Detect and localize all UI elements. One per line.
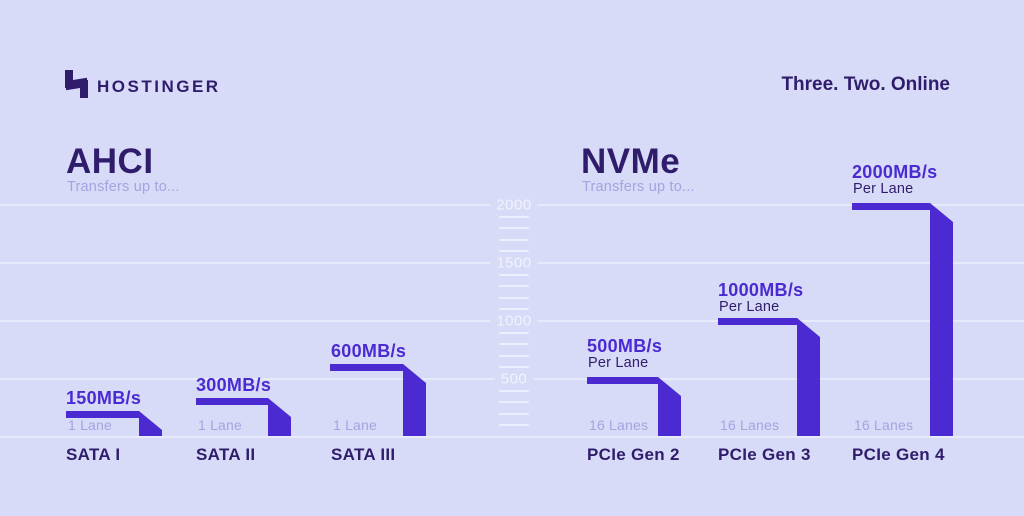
speed-label: 600MB/s	[331, 341, 407, 361]
speed-label: 150MB/s	[66, 388, 142, 408]
axis-minor-tick	[499, 366, 529, 368]
axis-tick-label-2000: 2000	[490, 195, 538, 215]
bar-shape-sata-i	[66, 411, 162, 436]
axis-minor-tick	[499, 343, 529, 345]
category-label: SATA III	[331, 445, 396, 464]
axis-minor-tick	[499, 297, 529, 299]
axis-minor-tick	[499, 390, 529, 392]
per-lane-label: Per Lane	[719, 299, 780, 315]
bar-shape-pcie-gen3	[718, 318, 820, 436]
axis-minor-tick	[499, 401, 529, 403]
category-label: PCIe Gen 4	[852, 445, 945, 464]
bar-shape-sata-iii	[330, 364, 426, 436]
category-label: SATA I	[66, 445, 121, 464]
section-subtitle-ahci: Transfers up to...	[67, 179, 180, 195]
axis-tick-label-1500: 1500	[490, 253, 538, 273]
axis-minor-tick	[499, 239, 529, 241]
category-label: PCIe Gen 2	[587, 445, 680, 464]
lane-count-label: 1 Lane	[198, 417, 243, 433]
hostinger-logo-icon	[65, 70, 88, 98]
speed-label: 1000MB/s	[718, 280, 804, 300]
lane-count-label: 16 Lanes	[720, 417, 780, 433]
axis-minor-tick	[499, 355, 529, 357]
axis-minor-tick	[499, 250, 529, 252]
category-label: PCIe Gen 3	[718, 445, 811, 464]
speed-label: 500MB/s	[587, 336, 663, 356]
lane-count-label: 16 Lanes	[854, 417, 914, 433]
axis-tick-label-1000: 1000	[490, 311, 538, 331]
axis-minor-tick	[499, 227, 529, 229]
section-title-nvme: NVMe	[581, 142, 681, 181]
lane-count-label: 16 Lanes	[589, 417, 649, 433]
gridline-baseline	[0, 436, 1024, 438]
axis-minor-tick	[499, 274, 529, 276]
per-lane-label: Per Lane	[588, 355, 649, 371]
lane-count-label: 1 Lane	[68, 417, 113, 433]
speed-label: 2000MB/s	[852, 162, 938, 182]
bar-shape-pcie-gen2	[587, 377, 681, 436]
section-subtitle-nvme: Transfers up to...	[582, 179, 695, 195]
brand-tagline: Three. Two. Online	[781, 74, 950, 95]
axis-minor-tick	[499, 413, 529, 415]
category-label: SATA II	[196, 445, 256, 464]
lane-count-label: 1 Lane	[333, 417, 378, 433]
bar-shape-sata-ii	[196, 398, 291, 436]
speed-label: 300MB/s	[196, 375, 272, 395]
axis-minor-tick	[499, 308, 529, 310]
brand-name: HOSTINGER	[97, 77, 221, 96]
axis-minor-tick	[499, 216, 529, 218]
axis-minor-tick	[499, 332, 529, 334]
axis-minor-tick	[499, 285, 529, 287]
axis-minor-tick	[499, 424, 529, 426]
section-title-ahci: AHCI	[66, 142, 154, 181]
axis-tick-label-500: 500	[494, 369, 534, 389]
per-lane-label: Per Lane	[853, 181, 914, 197]
bar-shape-pcie-gen4	[852, 203, 953, 436]
